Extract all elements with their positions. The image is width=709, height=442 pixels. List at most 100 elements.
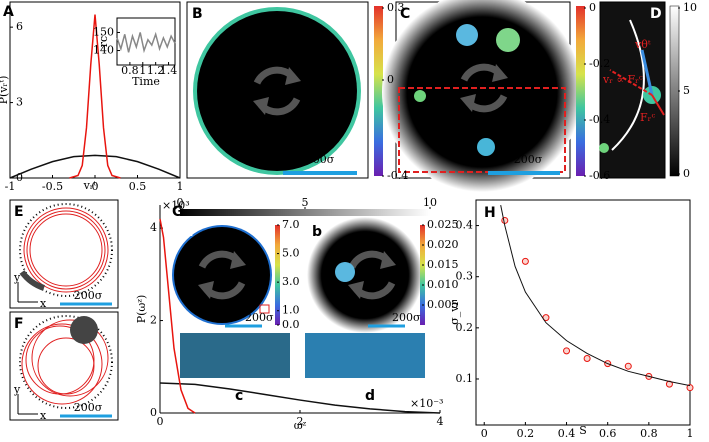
colorbar-label: 1.0 (282, 304, 300, 317)
x-tick-label: -0.5 (42, 180, 63, 193)
panel-letter: B (192, 6, 203, 22)
colorbar-label: 0.020 (427, 238, 459, 251)
colorbar-label: 0 (387, 73, 394, 86)
colorbar-label: 0.010 (427, 278, 459, 291)
panel-d (599, 1, 680, 179)
y-axis-label: P(vᵣᵗ) (0, 76, 10, 105)
y-tick-label: 0.2 (456, 321, 474, 334)
y-tick-label: 140 (93, 44, 114, 57)
inset-letter: c (235, 388, 243, 404)
panel-g-insets (172, 209, 430, 378)
series-line (159, 218, 196, 414)
x-tick-label: 0.5 (129, 180, 147, 193)
y-tick-label: 3 (16, 96, 23, 109)
annotation: Fᵣᶜ (640, 111, 655, 124)
scale-label: 200σ (74, 289, 103, 302)
x-tick-label: 0.8 (640, 427, 658, 438)
colorbar-label: 0.0 (282, 318, 300, 331)
panel-e (9, 199, 119, 309)
colorbar-label: -0.4 (387, 169, 408, 182)
colorbar-label: 0 (589, 1, 596, 14)
panel-b (186, 1, 383, 179)
colorbar-label: 0.3 (387, 1, 405, 14)
y-tick-label: 0 (150, 406, 157, 419)
y-tick-label: 6 (16, 20, 23, 33)
colorbar-label: 0 (177, 196, 184, 209)
x-tick-label: 4 (437, 415, 444, 428)
x-tick-label: 1 (139, 64, 146, 77)
colorbar-label: -0.2 (589, 57, 610, 70)
x-tick-label: 2 (297, 415, 304, 428)
x-tick-label: 0.4 (558, 427, 576, 438)
x-tick-label: 1 (687, 427, 694, 438)
x-tick-label: 1.2 (147, 64, 165, 77)
colorbar-label: 10 (423, 196, 437, 209)
panel-letter: H (484, 205, 496, 221)
scale-label: 200σ (74, 401, 103, 414)
colorbar-label: 7.0 (282, 218, 300, 231)
y-axis-label: σ_vr (448, 300, 461, 325)
x-tick-label: 0.8 (121, 64, 139, 77)
colorbar-label: 0.015 (427, 258, 459, 271)
axis-label: y (13, 271, 21, 284)
panel-letter: G (172, 204, 184, 220)
colorbar-label: 5 (302, 196, 309, 209)
y-tick-label: 0.1 (456, 372, 474, 385)
annotation: vθᵗ (634, 38, 651, 51)
series-line (500, 205, 691, 387)
colorbar-label: 0.025 (427, 218, 459, 231)
point (563, 347, 571, 355)
scale-label: 200σ (245, 311, 274, 324)
panel-letter: D (650, 6, 662, 22)
x-axis-label: vᵣᵗ (83, 179, 97, 192)
panel-letter: C (400, 6, 410, 22)
panel-c (382, 0, 585, 192)
panel-letter: E (14, 204, 24, 220)
x-tick-label: 1 (177, 180, 184, 193)
series-line (9, 154, 181, 179)
x-tick-label: 0 (481, 427, 488, 438)
x-tick-label: 0.6 (599, 427, 617, 438)
y-tick-label: 0.3 (456, 270, 474, 283)
y-axis-label: P(ωᶻ) (135, 295, 148, 324)
axis-label: x (40, 297, 47, 310)
y-tick-label: 0.4 (456, 219, 474, 232)
x-tick-label: 1.4 (160, 64, 178, 77)
annotation: vᵣ ∝ Fᵣᶜ (602, 73, 643, 86)
x-axis-label: ωᶻ (294, 419, 307, 432)
y-tick-label: 0 (16, 171, 23, 184)
x-tick-label: 0 (92, 180, 99, 193)
y-tick-label: 150 (93, 25, 114, 38)
colorbar-label: -0.6 (589, 169, 610, 182)
panel-h-frame (475, 199, 691, 426)
y-axis-label: rc (97, 36, 110, 47)
colorbar-label: 5.0 (282, 247, 300, 260)
colorbar-label: 0.005 (427, 298, 459, 311)
colorbar-label: 3.0 (282, 275, 300, 288)
point (501, 216, 509, 224)
point (521, 257, 529, 265)
axis-label: y (13, 383, 21, 396)
y-tick-label: 4 (150, 221, 157, 234)
panel-letter: A (3, 4, 14, 20)
point (686, 384, 694, 392)
colorbar-label: -0.4 (589, 113, 610, 126)
colorbar-label: 10 (683, 1, 697, 14)
x-axis-label: Time (132, 75, 160, 88)
y-multiplier: ×10³ (162, 199, 190, 212)
inset-letter: a (184, 224, 193, 240)
y-tick-label: 2 (150, 314, 157, 327)
inset-letter: b (312, 224, 322, 240)
series-line (69, 14, 121, 179)
panel-f (9, 311, 119, 421)
series-line (116, 31, 176, 54)
panel-letter: F (14, 316, 24, 332)
colorbar-label: 0 (683, 167, 690, 180)
inset-letter: d (365, 388, 375, 404)
x-axis-label: S (579, 424, 587, 437)
x-tick-label: 0 (157, 415, 164, 428)
point (583, 355, 591, 363)
scale-label: 200σ (392, 311, 421, 324)
